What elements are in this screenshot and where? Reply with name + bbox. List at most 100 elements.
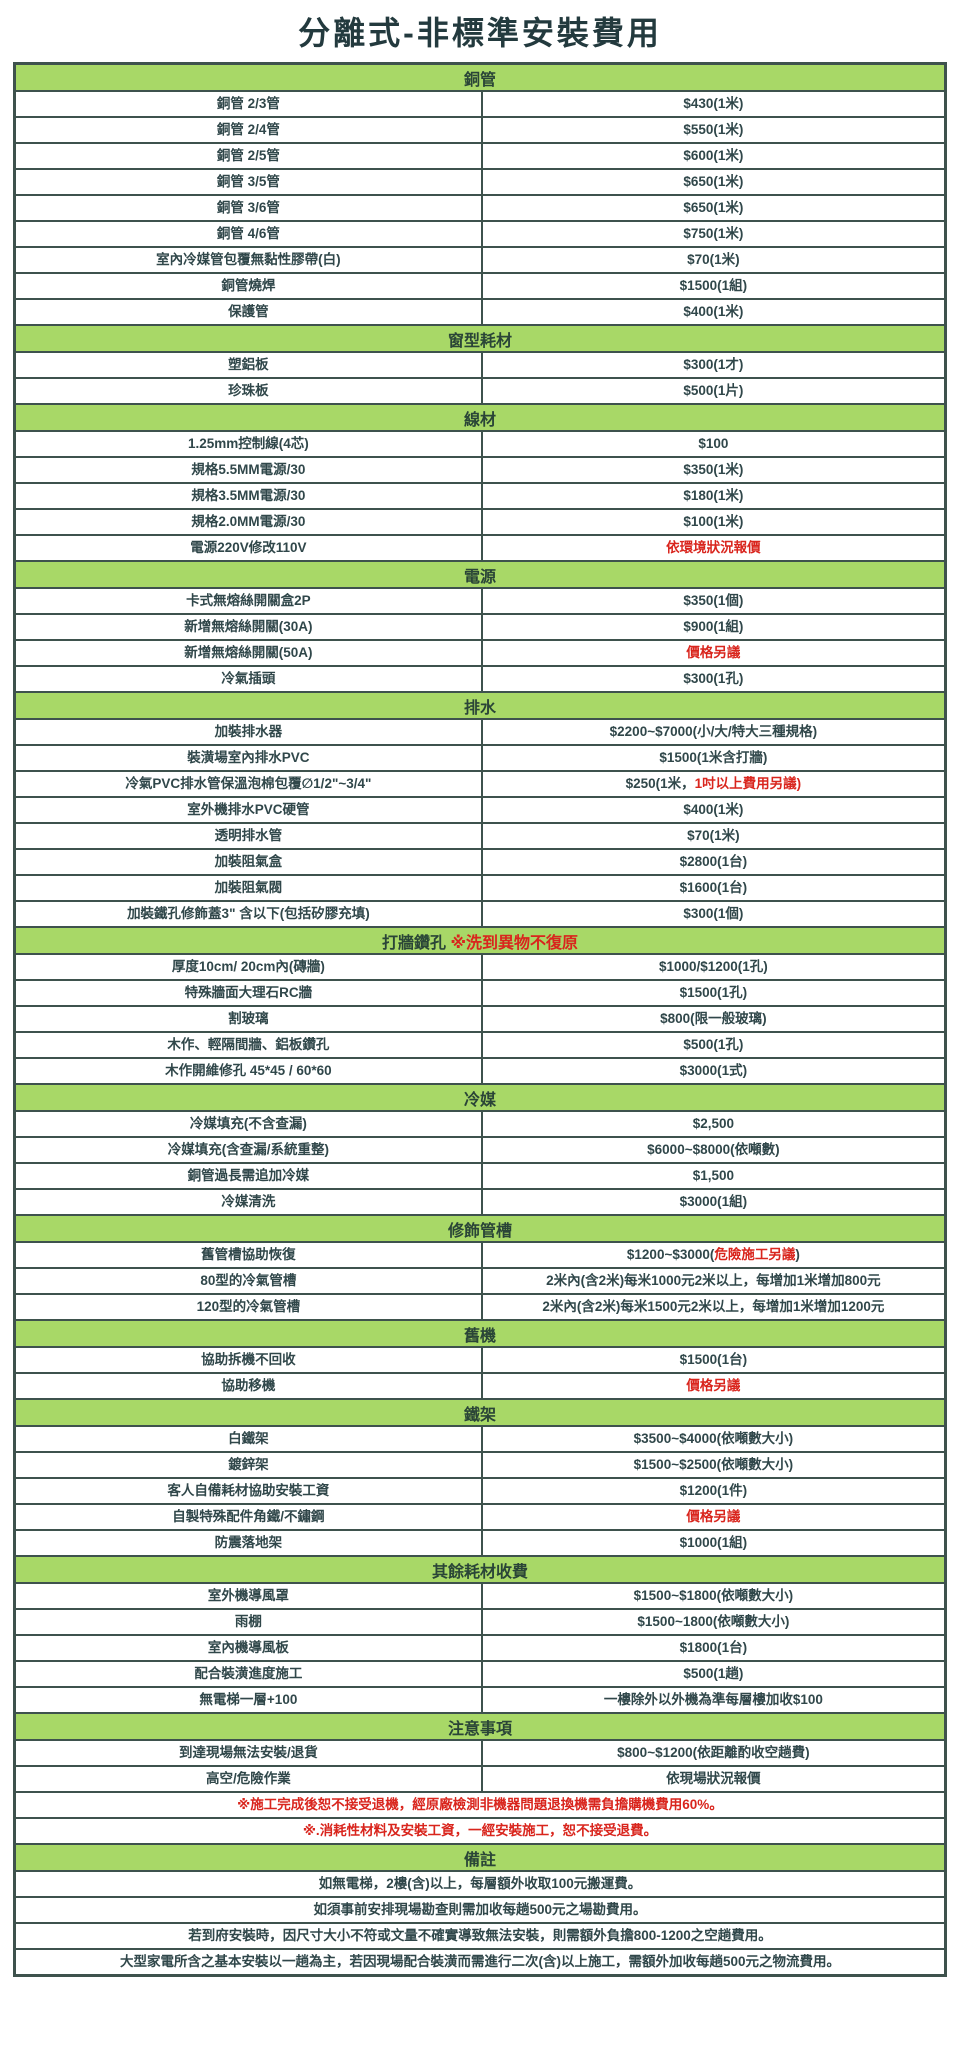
item-label: 鍍鋅架 — [228, 1457, 269, 1473]
item-label: 室外機排水PVC硬管 — [187, 802, 310, 818]
table-row: 銅管 2/5管 $600(1米) — [16, 144, 944, 170]
price-value: $800~$1200(依距離酌收空趟費) — [617, 1745, 810, 1761]
price-value: $800(限一般玻璃) — [660, 1011, 767, 1027]
price-value-cell: 一樓除外以外機為準每層樓加收$100 — [483, 1688, 944, 1712]
table-row: 如無電梯，2樓(含)以上，每層額外收取100元搬運費。 — [16, 1872, 944, 1898]
price-value: $1500(1米含打牆) — [659, 750, 768, 766]
price-value-cell: $250(1米， 1吋以上費用另議) — [483, 772, 944, 796]
section-header-row: 注意事項 — [16, 1714, 944, 1741]
table-row: 特殊牆面大理石RC牆 $1500(1孔) — [16, 981, 944, 1007]
price-value: $300(1個) — [683, 906, 744, 922]
item-label-cell: 規格3.5MM電源/30 — [16, 484, 483, 508]
price-value-cell: $400(1米) — [483, 300, 944, 324]
item-label: 80型的冷氣管槽 — [200, 1273, 297, 1289]
price-value: $2200~$7000(小/大/特大三種規格) — [609, 724, 818, 740]
price-value-cell: $100(1米) — [483, 510, 944, 534]
item-label: 無電梯一層+100 — [199, 1692, 298, 1708]
table-row: 若到府安裝時，因尺寸大小不符或文量不確實導致無法安裝，則需額外負擔800-120… — [16, 1924, 944, 1950]
section-header-row: 線材 — [16, 405, 944, 432]
item-label: 冷氣插頭 — [221, 671, 276, 687]
price-value: 2米內(含2米)每米1000元2米以上，每增加1米增加800元 — [546, 1273, 881, 1289]
item-label-cell: 銅管 2/5管 — [16, 144, 483, 168]
table-row: 室內冷媒管包覆無黏性膠帶(白) $70(1米) — [16, 248, 944, 274]
item-label-cell: 加裝鐵孔修飾蓋3" 含以下(包括矽膠充填) — [16, 902, 483, 926]
item-label-cell: 120型的冷氣管槽 — [16, 1295, 483, 1319]
item-label: 裝潢場室內排水PVC — [187, 750, 310, 766]
price-value-cell: $300(1個) — [483, 902, 944, 926]
table-row: 規格5.5MM電源/30 $350(1米) — [16, 458, 944, 484]
item-label-cell: 冷媒清洗 — [16, 1190, 483, 1214]
section-header-label: 其餘耗材收費 — [431, 1563, 528, 1581]
item-label: 室內冷媒管包覆無黏性膠帶(白) — [156, 252, 341, 268]
price-value: $350(1個) — [683, 593, 744, 609]
price-value-cell: $3000(1組) — [483, 1190, 944, 1214]
table-row: 冷媒填充(不含查漏) $2,500 — [16, 1112, 944, 1138]
item-label: 規格3.5MM電源/30 — [191, 488, 306, 504]
item-label: 厚度10cm/ 20cm內(磚牆) — [171, 959, 325, 975]
item-label-cell: 保護管 — [16, 300, 483, 324]
table-row: 冷媒填充(含查漏/系統重整) $6000~$8000(依噸數) — [16, 1138, 944, 1164]
item-label-cell: 冷氣PVC排水管保溫泡棉包覆∅1/2"~3/4" — [16, 772, 483, 796]
price-value: 價格另議 — [686, 1509, 741, 1525]
table-row: 舊管槽協助恢復 $1200~$3000(危險施工另議) — [16, 1243, 944, 1269]
table-row: 木作、輕隔間牆、鋁板鑽孔 $500(1孔) — [16, 1033, 944, 1059]
price-value-cell: $900(1組) — [483, 615, 944, 639]
item-label-cell: 協助移機 — [16, 1374, 483, 1398]
price-value-cell: $2800(1台) — [483, 850, 944, 874]
price-value-cell: $1500~$1800(依噸數大小) — [483, 1584, 944, 1608]
item-label-cell: 卡式無熔絲開關盒2P — [16, 589, 483, 613]
price-value: $1500~$2500(依噸數大小) — [633, 1457, 794, 1473]
item-label: 特殊牆面大理石RC牆 — [184, 985, 313, 1001]
table-row: 厚度10cm/ 20cm內(磚牆) $1000/$1200(1孔) — [16, 955, 944, 981]
price-value-cell: $180(1米) — [483, 484, 944, 508]
table-row: 木作開維修孔 45*45 / 60*60 $3000(1式) — [16, 1059, 944, 1085]
price-value: ) — [795, 1247, 800, 1263]
item-label-cell: 協助拆機不回收 — [16, 1348, 483, 1372]
price-value: 一樓除外以外機為準每層樓加收$100 — [603, 1692, 823, 1708]
table-row: 加裝阻氣閥 $1600(1台) — [16, 876, 944, 902]
price-value: $250(1米， — [625, 776, 695, 792]
price-value-cell: 價格另議 — [483, 1505, 944, 1529]
item-label: 規格5.5MM電源/30 — [191, 462, 306, 478]
item-label: 協助移機 — [221, 1378, 276, 1394]
item-label-cell: 1.25mm控制線(4芯) — [16, 432, 483, 456]
item-label-cell: 電源220V修改110V — [16, 536, 483, 560]
item-label: 塑鋁板 — [228, 357, 269, 373]
item-label: 木作開維修孔 45*45 / 60*60 — [165, 1063, 332, 1079]
section-header-label: 冷媒 — [463, 1091, 496, 1109]
price-value: $430(1米) — [683, 96, 744, 112]
price-value-cell: $3500~$4000(依噸數大小) — [483, 1427, 944, 1451]
price-value: $1600(1台) — [679, 880, 748, 896]
price-value-cell: $400(1米) — [483, 798, 944, 822]
table-row: 電源220V修改110V 依環境狀況報價 — [16, 536, 944, 562]
item-label-cell: 割玻璃 — [16, 1007, 483, 1031]
note-text: ※施工完成後恕不接受退機，經原廠檢測非機器問題退換機需負擔購機費用60%。 — [237, 1797, 723, 1813]
table-row: 割玻璃 $800(限一般玻璃) — [16, 1007, 944, 1033]
price-value-cell: $300(1才) — [483, 353, 944, 377]
price-value-cell: $650(1米) — [483, 196, 944, 220]
section-header-row: 修飾管槽 — [16, 1216, 944, 1243]
section-header-label: 備註 — [463, 1851, 496, 1869]
table-row: 1.25mm控制線(4芯) $100 — [16, 432, 944, 458]
item-label-cell: 加裝阻氣盒 — [16, 850, 483, 874]
price-value: $2800(1台) — [679, 854, 748, 870]
item-label-cell: 銅管 4/6管 — [16, 222, 483, 246]
item-label-cell: 木作開維修孔 45*45 / 60*60 — [16, 1059, 483, 1083]
price-value-cell: $500(1趟) — [483, 1662, 944, 1686]
price-value-cell: $70(1米) — [483, 824, 944, 848]
table-row: 銅管過長需追加冷媒 $1,500 — [16, 1164, 944, 1190]
price-value: $550(1米) — [683, 122, 744, 138]
price-value-cell: $1200(1件) — [483, 1479, 944, 1503]
item-label: 配合裝潢進度施工 — [194, 1666, 303, 1682]
item-label: 加裝阻氣盒 — [214, 854, 283, 870]
price-value: $2,500 — [692, 1116, 735, 1132]
item-label-cell: 白鐵架 — [16, 1427, 483, 1451]
table-row: 冷氣PVC排水管保溫泡棉包覆∅1/2"~3/4" $250(1米， 1吋以上費用另議… — [16, 772, 944, 798]
price-value: $1200(1件) — [679, 1483, 748, 1499]
price-value: $300(1才) — [683, 357, 744, 373]
item-label-cell: 到達現場無法安裝/退貨 — [16, 1741, 483, 1765]
item-label: 防震落地架 — [214, 1535, 283, 1551]
price-value-cell: $1,500 — [483, 1164, 944, 1188]
item-label: 高空/危險作業 — [206, 1771, 291, 1787]
